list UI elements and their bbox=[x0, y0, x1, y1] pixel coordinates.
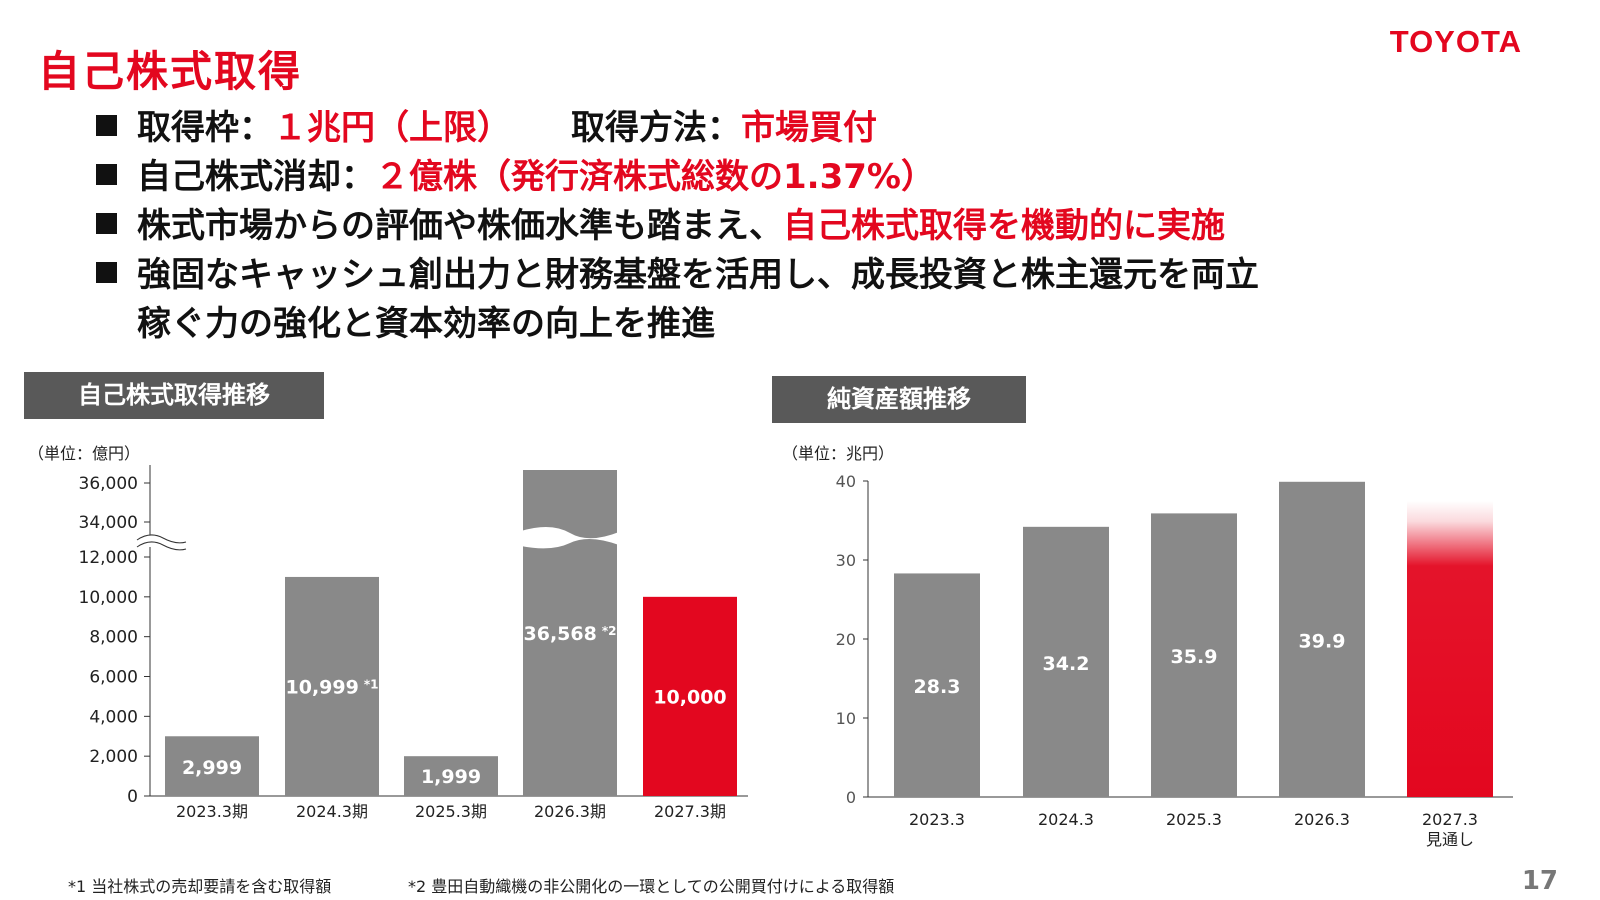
bar bbox=[894, 573, 980, 797]
axis-break-mark bbox=[136, 541, 187, 551]
bullet-text-continued: 稼ぐ力の強化と資本効率の向上を推進 bbox=[137, 304, 715, 344]
bar bbox=[404, 756, 498, 796]
axis-break-mark bbox=[136, 534, 187, 544]
square-bullet-icon bbox=[96, 213, 117, 234]
buyback-chart: 0 2,000 4,000 6,000 8,000 10,000 12,000 34,000 3… bbox=[79, 465, 748, 821]
bullet-label: 取得枠： bbox=[137, 108, 273, 148]
bar-value-label: 34.2 bbox=[1043, 653, 1090, 675]
bar bbox=[165, 736, 259, 796]
x-tick-label: 2027.3期 bbox=[654, 802, 726, 821]
y-tick-label: 10 bbox=[836, 709, 856, 728]
y-tick-label: 36,000 bbox=[79, 474, 138, 494]
bullet-cancellation: 自己株式消却： ２億株（発行済株式総数の1.37%） bbox=[96, 153, 1576, 202]
x-tick-label: 2027.3 bbox=[1422, 810, 1478, 829]
bullet-text: 強固なキャッシュ創出力と財務基盤を活用し、成長投資と株主還元を両立 bbox=[137, 255, 1259, 295]
x-tick-label: 見通し bbox=[1426, 830, 1474, 849]
bar-break-mark bbox=[521, 526, 619, 549]
bar-value-label: 35.9 bbox=[1171, 646, 1218, 668]
bar bbox=[1151, 513, 1237, 797]
bullet-balance: 強固なキャッシュ創出力と財務基盤を活用し、成長投資と株主還元を両立 bbox=[96, 251, 1576, 300]
bullet-highlight: 自己株式取得を機動的に実施 bbox=[783, 206, 1225, 246]
bullet-text: 株式市場からの評価や株価水準も踏まえ、 bbox=[137, 206, 783, 246]
y-tick-label: 0 bbox=[846, 788, 856, 807]
x-tick-label: 2026.3期 bbox=[534, 802, 606, 821]
y-tick-label: 2,000 bbox=[89, 747, 138, 767]
bar bbox=[523, 470, 617, 796]
bar-value-label: 39.9 bbox=[1299, 630, 1346, 652]
footnote-2: *2 豊田自動織機の非公開化の一環としての公開買付けによる取得額 bbox=[408, 877, 895, 896]
x-tick-label: 2023.3期 bbox=[176, 802, 248, 821]
bullet-flexible: 株式市場からの評価や株価水準も踏まえ、 自己株式取得を機動的に実施 bbox=[96, 202, 1576, 251]
net-assets-chart: 0 10 20 30 40 28.3 2023.3 34.2 2024.3 35.9 2025.3 3… bbox=[836, 472, 1513, 849]
bar bbox=[285, 576, 379, 796]
bar-value-label: 36,568 *2 bbox=[524, 623, 617, 645]
net-assets-chart-title: 純資産額推移 bbox=[772, 376, 1026, 423]
bullet-label: 自己株式消却： bbox=[137, 157, 375, 197]
forecast-bar bbox=[1407, 500, 1493, 797]
bar bbox=[643, 596, 737, 796]
bullet-acquisition: 取得枠： １兆円（上限） 取得方法： 市場買付 bbox=[96, 104, 1576, 153]
x-tick-label: 2026.3 bbox=[1294, 810, 1350, 829]
x-tick-label: 2024.3期 bbox=[296, 802, 368, 821]
bullet-label: 取得方法： bbox=[571, 108, 741, 148]
y-tick-label: 20 bbox=[836, 630, 856, 649]
y-tick-label: 40 bbox=[836, 472, 856, 491]
bullet-list: 取得枠： １兆円（上限） 取得方法： 市場買付 自己株式消却： ２億株（発行済株… bbox=[96, 104, 1576, 349]
bullet-value: 市場買付 bbox=[741, 108, 877, 148]
bullet-value: ２億株（発行済株式総数の1.37%） bbox=[375, 157, 935, 197]
y-tick-label: 8,000 bbox=[89, 628, 138, 648]
y-tick-label: 30 bbox=[836, 551, 856, 570]
y-tick-label: 10,000 bbox=[79, 588, 138, 608]
toyota-logo: TOYOTA bbox=[1389, 24, 1522, 59]
x-tick-label: 2025.3期 bbox=[415, 802, 487, 821]
x-tick-label: 2023.3 bbox=[909, 810, 965, 829]
x-tick-label: 2025.3 bbox=[1166, 810, 1222, 829]
square-bullet-icon bbox=[96, 164, 117, 185]
bar-value-label: 1,999 bbox=[421, 766, 481, 788]
bullet-value: １兆円（上限） bbox=[273, 108, 511, 148]
x-tick-label: 2024.3 bbox=[1038, 810, 1094, 829]
bar bbox=[1279, 481, 1365, 797]
bar bbox=[1023, 526, 1109, 797]
bar-value-label: 10,000 bbox=[653, 686, 726, 708]
buyback-unit-label: （単位：億円） bbox=[28, 444, 141, 463]
bar-value-label: 2,999 bbox=[182, 757, 242, 779]
buyback-chart-title: 自己株式取得推移 bbox=[24, 372, 324, 419]
y-tick-label: 0 bbox=[127, 787, 138, 807]
square-bullet-icon bbox=[96, 262, 117, 283]
y-tick-label: 12,000 bbox=[79, 548, 138, 568]
bar-note: *1 bbox=[364, 677, 379, 691]
bar-value-label: 10,999 *1 bbox=[286, 676, 379, 698]
y-tick-label: 6,000 bbox=[89, 668, 138, 688]
page-number: 17 bbox=[1521, 866, 1558, 896]
bar-value-label: 28.3 bbox=[914, 676, 961, 698]
page-title: 自己株式取得 bbox=[38, 47, 303, 96]
y-tick-label: 34,000 bbox=[79, 513, 138, 533]
square-bullet-icon bbox=[96, 115, 117, 136]
net-assets-unit-label: （単位：兆円） bbox=[782, 444, 895, 463]
footnote-1: *1 当社株式の売却要請を含む取得額 bbox=[68, 877, 332, 896]
bar-note: *2 bbox=[602, 624, 617, 638]
y-tick-label: 4,000 bbox=[89, 707, 138, 727]
